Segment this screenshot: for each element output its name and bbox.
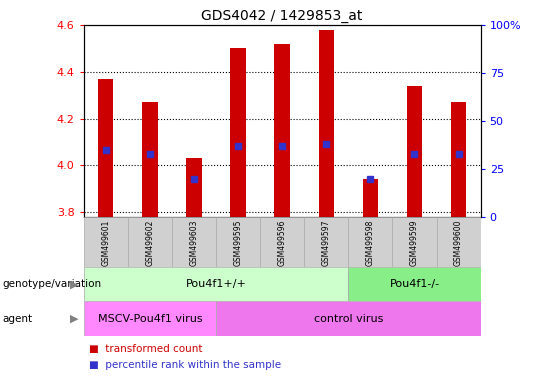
Text: agent: agent — [3, 314, 33, 324]
Text: GSM499602: GSM499602 — [145, 220, 154, 266]
Bar — [84, 301, 216, 336]
Bar — [172, 217, 216, 267]
Text: GSM499595: GSM499595 — [234, 220, 242, 266]
Text: GSM499600: GSM499600 — [454, 220, 463, 266]
Text: genotype/variation: genotype/variation — [3, 279, 102, 289]
Text: ■  transformed count: ■ transformed count — [89, 344, 202, 354]
Bar — [128, 217, 172, 267]
Bar — [304, 217, 348, 267]
Text: Pou4f1+/+: Pou4f1+/+ — [186, 279, 246, 289]
Text: MSCV-Pou4f1 virus: MSCV-Pou4f1 virus — [98, 314, 202, 324]
Bar — [186, 159, 201, 217]
Bar — [84, 217, 128, 267]
Text: ▶: ▶ — [70, 279, 78, 289]
Text: GSM499596: GSM499596 — [278, 220, 287, 266]
Bar — [436, 217, 481, 267]
Text: GSM499598: GSM499598 — [366, 220, 375, 266]
Bar — [348, 267, 481, 301]
Bar — [363, 179, 378, 217]
Text: GSM499601: GSM499601 — [102, 220, 110, 266]
Title: GDS4042 / 1429853_at: GDS4042 / 1429853_at — [201, 8, 363, 23]
Text: GSM499597: GSM499597 — [322, 220, 330, 266]
Bar — [319, 30, 334, 217]
Bar — [451, 102, 466, 217]
Bar — [98, 79, 113, 217]
Bar — [216, 301, 481, 336]
Text: control virus: control virus — [314, 314, 383, 324]
Bar — [84, 267, 348, 301]
Bar — [142, 102, 158, 217]
Text: ▶: ▶ — [70, 314, 78, 324]
Bar — [216, 217, 260, 267]
Text: Pou4f1-/-: Pou4f1-/- — [389, 279, 440, 289]
Bar — [274, 44, 290, 217]
Bar — [260, 217, 304, 267]
Bar — [407, 86, 422, 217]
Text: GSM499599: GSM499599 — [410, 220, 419, 266]
Bar — [393, 217, 436, 267]
Text: ■  percentile rank within the sample: ■ percentile rank within the sample — [89, 360, 281, 370]
Bar — [348, 217, 393, 267]
Bar — [231, 48, 246, 217]
Text: GSM499603: GSM499603 — [190, 220, 199, 266]
